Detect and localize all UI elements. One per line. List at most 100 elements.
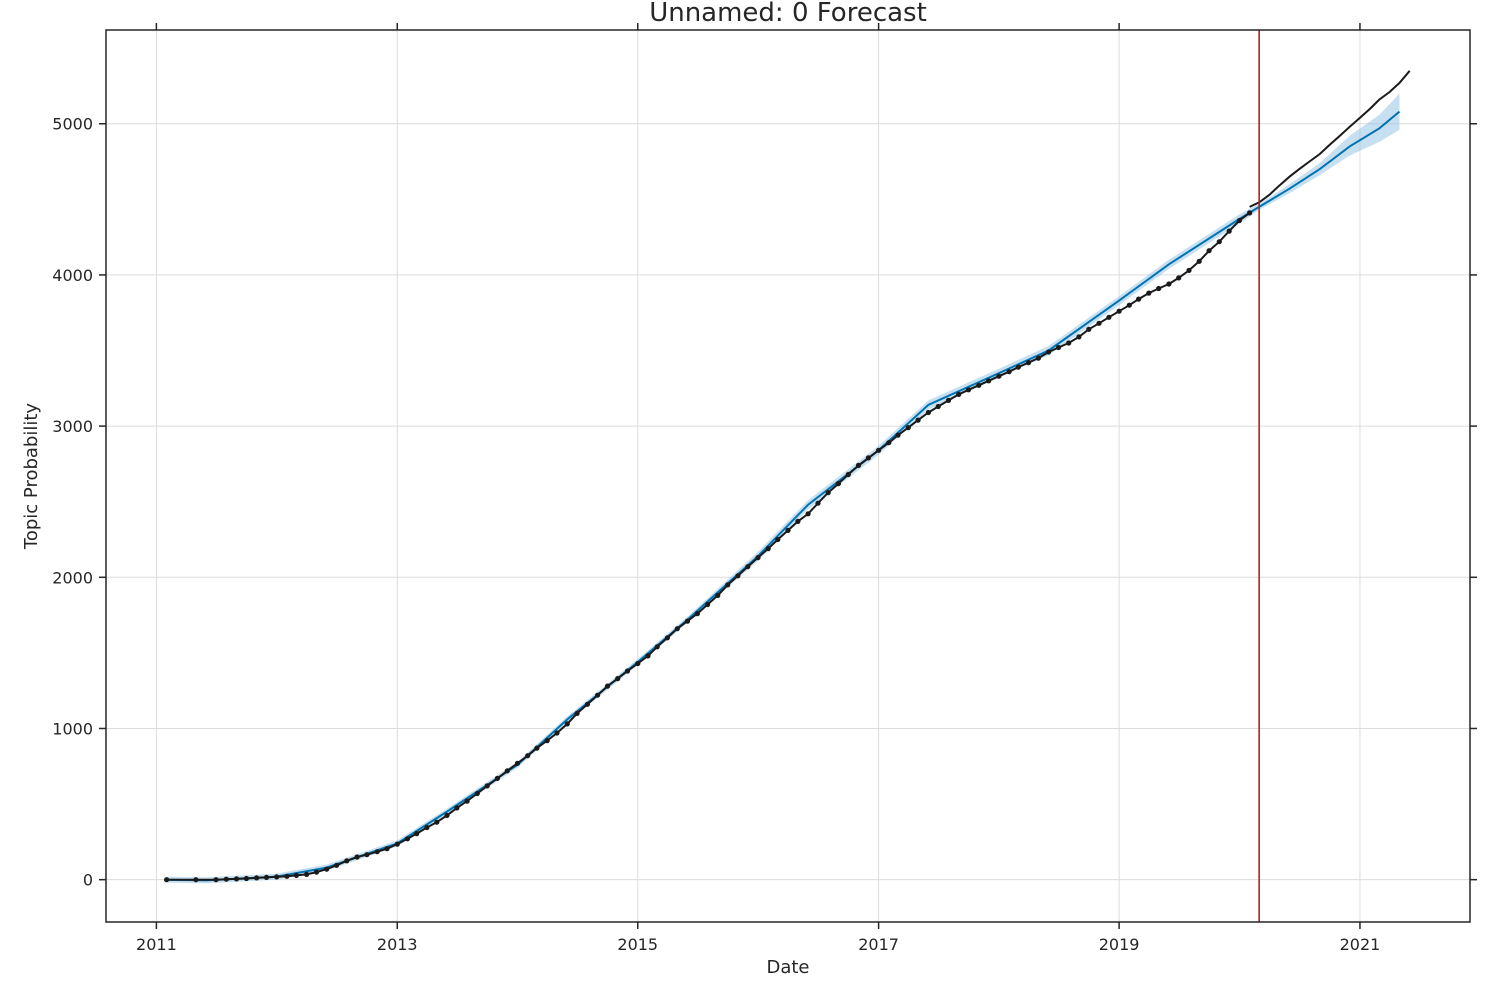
observed-point (564, 721, 570, 727)
observed-point (664, 635, 671, 641)
x-axis-ticks: 2011 2013 2015 2017 2019 2021 (136, 23, 1380, 954)
plot-frame (105, 29, 1471, 923)
observed-point (1236, 217, 1242, 224)
observed-point (344, 858, 350, 864)
observed-point (374, 849, 380, 855)
chart-title: Unnamed: 0 Forecast (649, 0, 927, 28)
observed-point (514, 760, 521, 766)
observed-line (166, 212, 1251, 881)
observed-point (1196, 258, 1202, 264)
observed-point (755, 555, 761, 561)
observed-point (945, 397, 952, 403)
y-tick-label: 4000 (52, 266, 93, 285)
observed-point (384, 846, 390, 852)
observed-point (886, 440, 892, 446)
observed-point (1076, 334, 1082, 340)
observed-point (404, 836, 411, 842)
observed-point (213, 877, 219, 883)
observed-point (996, 373, 1002, 379)
y-tick-label: 3000 (52, 417, 93, 436)
observed-point (795, 518, 801, 525)
observed-point (604, 683, 611, 689)
observed-point (775, 536, 781, 543)
observed-point (444, 812, 450, 819)
observed-point (193, 877, 199, 883)
observed-point (986, 378, 992, 384)
y-tick-label: 5000 (52, 115, 93, 134)
observed-point (745, 564, 751, 570)
y-tick-label: 2000 (52, 568, 93, 587)
observed-point (905, 425, 911, 431)
observed-point (223, 876, 229, 882)
observed-point (615, 676, 621, 682)
observed-point (725, 582, 731, 588)
observed-point (534, 745, 540, 751)
observed-point (313, 869, 320, 875)
observed-point (1035, 355, 1041, 361)
x-tick-label: 2015 (617, 935, 658, 954)
observed-point (595, 692, 601, 698)
observed-point (1126, 302, 1132, 308)
observed-point (1066, 340, 1072, 346)
observed-point (1096, 320, 1102, 326)
observed-point (654, 644, 660, 650)
observed-point (976, 382, 982, 388)
observed-point (1186, 267, 1192, 273)
observed-point (705, 601, 711, 608)
observed-point (805, 511, 811, 517)
observed-point (925, 409, 932, 416)
observed-point (935, 403, 941, 410)
observed-point (1046, 349, 1052, 355)
uncertainty-band (166, 93, 1400, 884)
observed-point (956, 391, 962, 397)
observed-point (1216, 239, 1222, 245)
observed-point (394, 841, 400, 847)
observed-point (1136, 296, 1142, 302)
trend-extension-line (1249, 70, 1411, 208)
observed-point (504, 768, 510, 774)
observed-point (1176, 275, 1182, 281)
observed-point (1086, 326, 1092, 332)
observed-point (645, 653, 651, 659)
observed-point (414, 831, 420, 837)
observed-point (474, 790, 480, 797)
observed-point (1146, 290, 1152, 296)
observed-point (865, 455, 872, 461)
observed-point (876, 447, 882, 453)
observed-point (263, 874, 270, 881)
observed-point (635, 660, 641, 667)
x-tick-label: 2011 (136, 935, 177, 954)
observed-points (164, 210, 1253, 883)
observed-point (544, 738, 550, 744)
observed-point (284, 873, 290, 879)
observed-point (694, 611, 701, 617)
observed-point (484, 783, 490, 789)
observed-point (735, 573, 741, 579)
observed-point (434, 819, 440, 825)
observed-point (525, 753, 531, 759)
forecast-line (166, 110, 1401, 882)
observed-point (243, 875, 249, 882)
observed-point (334, 862, 340, 868)
observed-point (1247, 210, 1253, 216)
observed-point (1226, 228, 1232, 234)
x-tick-label: 2021 (1340, 935, 1381, 954)
observed-point (464, 798, 470, 804)
observed-point (965, 387, 972, 393)
observed-point (324, 866, 330, 872)
x-tick-label: 2013 (377, 935, 418, 954)
observed-point (1006, 369, 1012, 375)
observed-point (254, 875, 260, 881)
observed-point (765, 546, 771, 552)
observed-point (915, 417, 921, 423)
observed-point (1106, 314, 1112, 320)
observed-point (233, 876, 240, 882)
observed-point (715, 592, 721, 599)
observed-point (584, 701, 591, 707)
observed-point (825, 490, 831, 496)
observed-point (424, 824, 430, 831)
observed-point (815, 500, 821, 506)
observed-point (554, 730, 560, 736)
observed-point (1025, 360, 1032, 366)
